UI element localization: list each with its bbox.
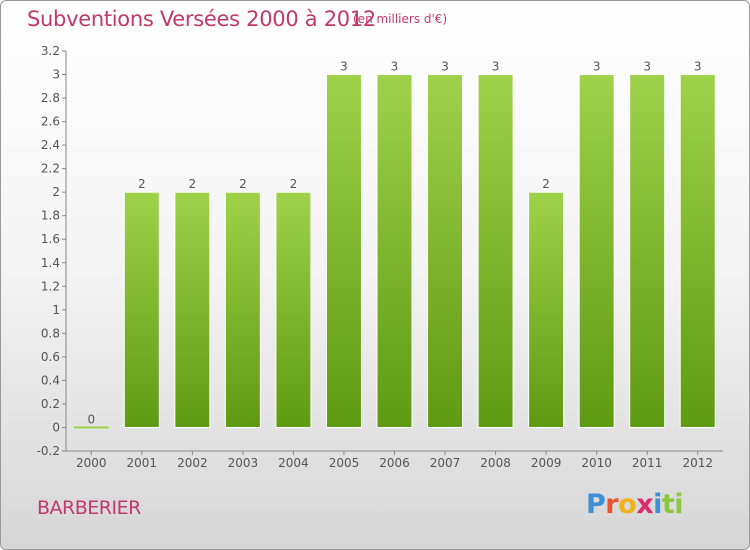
y-tick-label: 1.2 bbox=[41, 279, 60, 293]
bar-2003 bbox=[224, 191, 261, 428]
data-label: 2 bbox=[542, 177, 550, 191]
x-tick-label: 2005 bbox=[329, 456, 360, 470]
bar-2012 bbox=[679, 74, 716, 428]
bar-2010 bbox=[578, 74, 615, 428]
bar-2006 bbox=[376, 74, 413, 428]
y-tick-label: 2 bbox=[52, 185, 60, 199]
commune-name: BARBERIER bbox=[37, 497, 141, 519]
data-label: 3 bbox=[340, 60, 348, 74]
y-tick-label: 2.4 bbox=[41, 138, 60, 152]
y-tick-label: 2.2 bbox=[41, 162, 60, 176]
data-label: 3 bbox=[492, 60, 500, 74]
logo-letter: x bbox=[636, 489, 654, 520]
y-tick-label: 1.4 bbox=[41, 256, 60, 270]
x-tick-label: 2002 bbox=[177, 456, 208, 470]
bar-2001 bbox=[123, 191, 160, 428]
data-label: 3 bbox=[593, 60, 601, 74]
logo-letter: i bbox=[653, 489, 662, 520]
y-tick-label: -0.2 bbox=[37, 444, 60, 458]
bar-2004 bbox=[275, 191, 312, 428]
y-tick-label: 2.6 bbox=[41, 115, 60, 129]
bar-2000 bbox=[73, 426, 109, 429]
bar-2008 bbox=[477, 74, 514, 428]
unit-note: (en milliers d'€) bbox=[353, 12, 448, 26]
logo-letter: P bbox=[586, 489, 606, 520]
y-tick-label: 0.2 bbox=[41, 397, 60, 411]
logo-letter: o bbox=[618, 489, 637, 520]
y-tick-label: 0.6 bbox=[41, 350, 60, 364]
data-label: 3 bbox=[391, 60, 399, 74]
x-tick-label: 2000 bbox=[76, 456, 107, 470]
y-tick-label: 1.6 bbox=[41, 232, 60, 246]
bar-2002 bbox=[174, 191, 211, 428]
data-label: 2 bbox=[138, 177, 146, 191]
x-tick-label: 2012 bbox=[682, 456, 713, 470]
data-label: 3 bbox=[694, 60, 702, 74]
x-tick-label: 2004 bbox=[278, 456, 309, 470]
x-tick-label: 2009 bbox=[531, 456, 562, 470]
y-tick-label: 0.8 bbox=[41, 326, 60, 340]
data-label: 3 bbox=[441, 60, 449, 74]
data-label: 2 bbox=[290, 177, 298, 191]
x-tick-label: 2006 bbox=[379, 456, 410, 470]
y-tick-label: 0 bbox=[52, 420, 60, 434]
logo-letter: t bbox=[661, 489, 675, 520]
bar-2005 bbox=[325, 74, 362, 428]
bar-2009 bbox=[528, 191, 565, 428]
x-tick-label: 2001 bbox=[127, 456, 158, 470]
x-tick-label: 2010 bbox=[581, 456, 612, 470]
data-label: 3 bbox=[643, 60, 651, 74]
proxiti-logo: Proxiti bbox=[586, 489, 684, 520]
data-label: 2 bbox=[239, 177, 247, 191]
chart-title: Subventions Versées 2000 à 2012 bbox=[27, 7, 376, 31]
y-tick-label: 3.2 bbox=[41, 44, 60, 58]
y-tick-label: 1 bbox=[52, 303, 60, 317]
y-tick-label: 2.8 bbox=[41, 91, 60, 105]
y-tick-label: 3 bbox=[52, 68, 60, 82]
x-tick-label: 2008 bbox=[480, 456, 511, 470]
y-tick-label: 1.8 bbox=[41, 209, 60, 223]
logo-letter: r bbox=[605, 489, 619, 520]
x-tick-label: 2011 bbox=[632, 456, 663, 470]
bar-2011 bbox=[629, 74, 666, 428]
logo-letter: i bbox=[674, 489, 684, 520]
x-tick-label: 2003 bbox=[228, 456, 259, 470]
x-tick-label: 2007 bbox=[430, 456, 461, 470]
y-tick-label: 0.4 bbox=[41, 373, 60, 387]
data-label: 2 bbox=[189, 177, 197, 191]
bar-2007 bbox=[427, 74, 464, 428]
data-label: 0 bbox=[87, 412, 95, 426]
